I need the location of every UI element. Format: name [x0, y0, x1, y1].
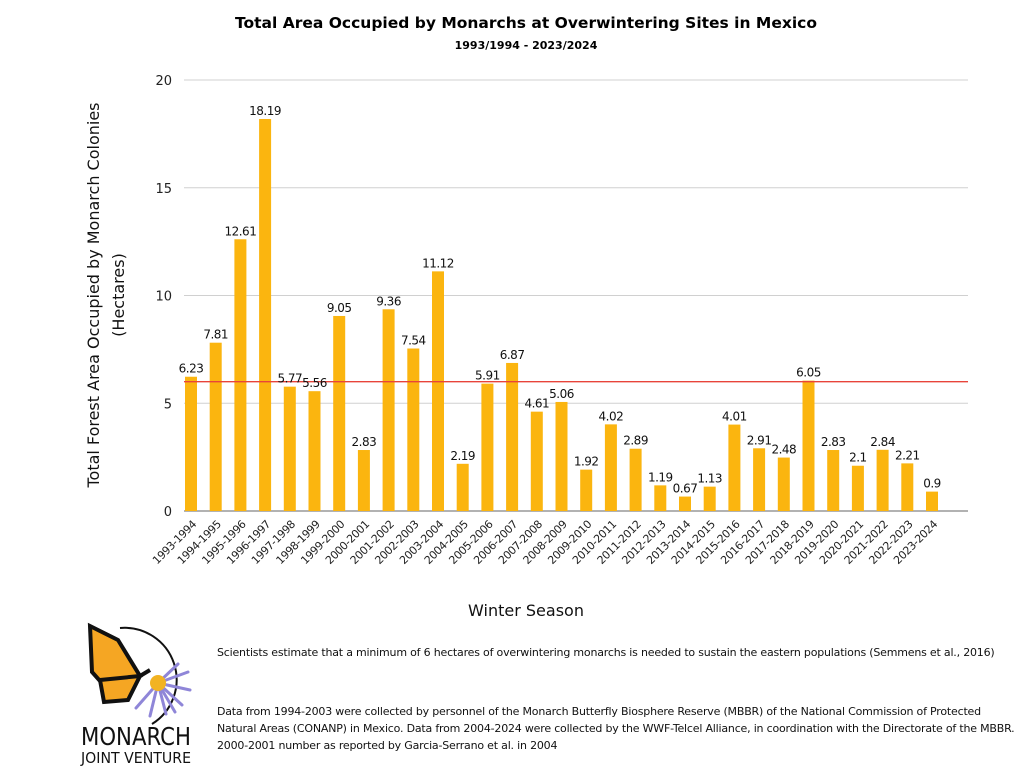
logo-text-monarch: MONARCH	[81, 722, 191, 751]
bar	[382, 309, 395, 511]
chart-title: Total Area Occupied by Monarchs at Overw…	[235, 14, 817, 32]
bar	[679, 496, 691, 511]
bar	[259, 119, 272, 512]
data-label: 7.81	[203, 328, 228, 342]
y-tick-label: 20	[155, 74, 172, 89]
data-label: 5.56	[302, 376, 327, 390]
data-labels: 6.23 7.81 12.61 18.19 5.77 5.56 9.05 2.83 9.36 7.…	[179, 104, 942, 496]
bar	[753, 448, 766, 511]
bar	[777, 457, 790, 511]
data-label: 2.21	[895, 448, 920, 462]
bars	[185, 119, 938, 512]
data-label: 1.13	[697, 472, 722, 486]
data-label: 2.84	[870, 435, 895, 449]
data-label: 18.19	[249, 104, 281, 118]
data-label: 5.06	[549, 387, 574, 401]
bar	[530, 411, 543, 511]
data-label: 2.48	[771, 443, 796, 457]
data-label: 2.19	[450, 449, 475, 463]
data-label: 2.83	[352, 435, 377, 449]
data-label: 5.77	[277, 372, 302, 386]
logo-text-joint-venture: JOINT VENTURE	[80, 749, 191, 767]
bar	[654, 485, 667, 511]
bar	[283, 386, 296, 511]
data-label: 1.92	[574, 455, 599, 469]
data-label: 4.01	[722, 410, 747, 424]
data-label: 6.05	[796, 366, 821, 380]
gridlines	[184, 79, 968, 512]
y-axis-label-units: (Hectares)	[109, 253, 128, 337]
butterfly-icon	[87, 622, 152, 705]
bar	[926, 491, 938, 511]
note-data-sources: Data from 1994-2003 were collected by pe…	[217, 705, 1015, 752]
data-label: 2.89	[623, 434, 648, 448]
y-tick-label: 5	[164, 397, 172, 412]
bar	[481, 383, 494, 511]
bar	[802, 380, 815, 511]
data-label: 9.36	[376, 294, 401, 308]
data-label: 7.54	[401, 334, 426, 348]
y-tick-label: 10	[155, 290, 172, 305]
data-label: 0.67	[673, 482, 698, 496]
bar	[357, 450, 370, 511]
bar	[555, 401, 568, 511]
bar	[432, 271, 444, 511]
bar	[456, 463, 469, 511]
bar	[728, 424, 741, 511]
data-label: 4.02	[599, 409, 624, 423]
flower-icon	[134, 662, 192, 718]
bar	[703, 486, 716, 511]
data-label: 6.87	[500, 348, 525, 362]
bar	[580, 469, 593, 511]
data-label: 4.61	[524, 397, 549, 411]
bar	[851, 465, 864, 511]
data-label: 2.1	[849, 451, 867, 465]
monarch-logo: MONARCH JOINT VENTURE	[80, 622, 192, 767]
data-label: 5.91	[475, 369, 500, 383]
bar	[209, 342, 222, 511]
data-label: 6.23	[179, 362, 204, 376]
data-label: 11.12	[422, 256, 454, 270]
data-label: 2.91	[747, 433, 772, 447]
y-axis-label: Total Forest Area Occupied by Monarch Co…	[84, 102, 103, 488]
bar	[604, 424, 617, 511]
bar	[901, 463, 914, 511]
data-label: 1.19	[648, 470, 673, 484]
bar	[629, 448, 642, 511]
y-axis-ticks: 0 5 10 15 20	[155, 74, 172, 520]
bar	[234, 239, 247, 511]
bar	[185, 376, 197, 511]
chart-subtitle: 1993/1994 - 2023/2024	[455, 39, 598, 52]
data-label: 0.9	[923, 477, 941, 491]
data-label: 12.61	[224, 224, 256, 238]
note-minimum-threshold: Scientists estimate that a minimum of 6 …	[217, 646, 995, 659]
bar	[308, 391, 321, 511]
x-axis-ticks: 1993-19941994-19951995-19961996-19971997…	[150, 518, 940, 567]
bar	[407, 348, 420, 511]
bar	[333, 315, 346, 511]
y-tick-label: 0	[164, 505, 172, 520]
bar	[506, 362, 519, 511]
bar	[827, 450, 840, 511]
data-label: 9.05	[327, 301, 352, 315]
bar	[876, 449, 889, 511]
y-tick-label: 15	[155, 182, 172, 197]
data-label: 2.83	[821, 435, 846, 449]
x-axis-label: Winter Season	[468, 601, 584, 620]
